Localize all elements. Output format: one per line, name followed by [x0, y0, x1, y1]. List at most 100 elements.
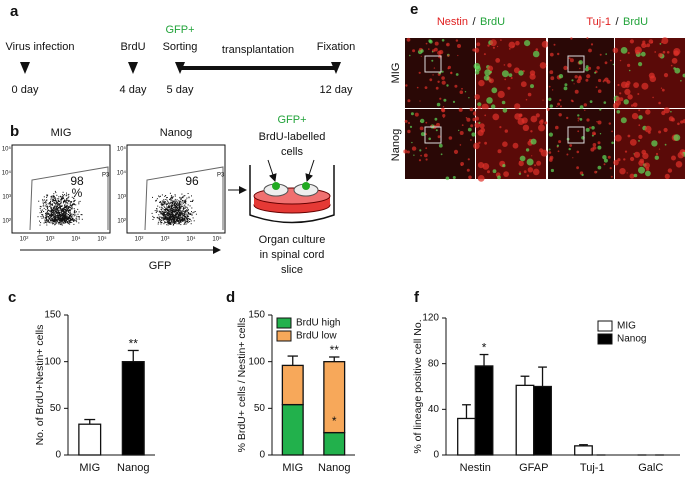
- event-dot: [64, 211, 66, 212]
- event-dot: [170, 197, 172, 199]
- signal: [452, 176, 456, 179]
- event-dot: [62, 207, 64, 209]
- event-dot: [52, 221, 54, 222]
- event-dot: [67, 199, 69, 201]
- event-dot: [69, 215, 71, 217]
- event-dot: [186, 214, 188, 216]
- signal: [558, 140, 562, 144]
- event-dot: [176, 199, 178, 201]
- event-dot: [162, 213, 164, 215]
- event-dot: [185, 218, 187, 220]
- event-dot: [162, 218, 164, 220]
- event-dot: [55, 206, 57, 208]
- event-dot: [78, 217, 80, 219]
- signal: [532, 168, 540, 176]
- event-dot: [46, 222, 48, 224]
- event-dot: [163, 215, 165, 216]
- signal: [602, 155, 607, 160]
- signal: [661, 37, 669, 45]
- event-dot: [169, 210, 171, 212]
- event-dot: [163, 209, 165, 210]
- event-dot: [60, 208, 62, 210]
- event-dot: [55, 213, 57, 214]
- signal: [504, 129, 508, 133]
- event-dot: [58, 222, 60, 223]
- event-dot: [51, 203, 53, 205]
- event-dot: [73, 201, 75, 203]
- signal: [523, 170, 527, 174]
- event-dot: [57, 219, 59, 221]
- signal: [548, 97, 552, 102]
- event-dot: [159, 221, 161, 223]
- signal: [407, 99, 411, 103]
- signal: [518, 70, 524, 76]
- signal: [675, 161, 683, 168]
- event-dot: [69, 212, 71, 214]
- signal: [664, 173, 670, 179]
- signal: [425, 42, 428, 45]
- event-dot: [170, 216, 172, 218]
- event-dot: [52, 220, 54, 222]
- event-dot: [57, 204, 59, 206]
- event-dot: [55, 223, 57, 225]
- event-dot: [58, 215, 60, 217]
- signal: [577, 117, 580, 120]
- event-dot: [56, 220, 58, 222]
- event-dot: [51, 217, 53, 219]
- event-dot: [59, 212, 61, 213]
- event-dot: [43, 196, 45, 198]
- signal: [443, 116, 445, 119]
- event-dot: [170, 223, 172, 225]
- signal: [501, 70, 509, 78]
- event-dot: [42, 214, 43, 216]
- signal: [576, 150, 580, 154]
- signal: [597, 141, 601, 145]
- event-dot: [71, 213, 73, 215]
- event-dot: [59, 218, 61, 220]
- event-dot: [163, 218, 165, 220]
- event-dot: [187, 193, 189, 194]
- signal: [492, 113, 500, 121]
- event-dot: [58, 211, 60, 213]
- signal: [499, 126, 502, 129]
- event-dot: [68, 210, 69, 212]
- event-dot: [164, 217, 166, 219]
- event-dot: [157, 205, 159, 207]
- event-dot: [71, 204, 73, 206]
- event-dot: [184, 211, 186, 213]
- event-dot: [59, 207, 61, 208]
- signal: [476, 42, 481, 47]
- event-dot: [73, 220, 75, 222]
- event-dot: [160, 219, 162, 221]
- signal: [627, 63, 631, 67]
- event-dot: [48, 213, 50, 214]
- signal: [435, 86, 439, 90]
- event-dot: [55, 201, 57, 203]
- axis-tick-label: 10³: [2, 195, 11, 201]
- signal: [571, 79, 574, 82]
- signal: [587, 66, 592, 70]
- signal: [577, 130, 580, 133]
- event-dot: [60, 219, 62, 221]
- event-dot: [173, 221, 175, 223]
- signal: [471, 132, 476, 137]
- signal: [542, 99, 544, 101]
- event-dot: [60, 201, 62, 203]
- event-dot: [59, 213, 61, 215]
- event-dot: [55, 215, 57, 217]
- signal: [611, 141, 614, 145]
- event-dot: [180, 198, 182, 200]
- event-dot: [164, 202, 166, 204]
- event-dot: [49, 204, 51, 206]
- event-dot: [55, 199, 56, 201]
- event-dot: [166, 218, 168, 220]
- event-dot: [178, 209, 180, 211]
- signal: [474, 47, 480, 53]
- event-dot: [71, 196, 73, 198]
- event-dot: [73, 211, 75, 213]
- event-dot: [63, 201, 64, 203]
- event-dot: [185, 223, 187, 225]
- event-dot: [174, 219, 176, 221]
- event-dot: [171, 197, 173, 199]
- event-dot: [75, 220, 77, 222]
